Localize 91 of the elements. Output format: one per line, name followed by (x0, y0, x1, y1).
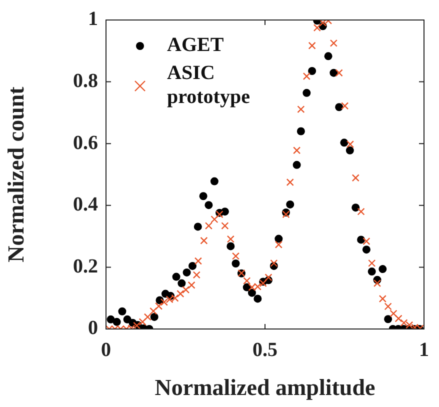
point (335, 103, 344, 112)
point (368, 259, 376, 267)
y-axis-title: Normalized count (4, 86, 29, 262)
point (352, 204, 360, 212)
point (243, 277, 251, 285)
point (341, 102, 349, 110)
point (293, 146, 301, 154)
point (297, 106, 305, 114)
point (220, 208, 229, 216)
point (210, 177, 218, 186)
point (150, 312, 158, 321)
point (286, 200, 294, 208)
point (274, 234, 283, 243)
point (204, 201, 213, 210)
point (362, 237, 370, 246)
point (138, 318, 146, 326)
point (346, 140, 354, 148)
point (264, 274, 272, 282)
point (182, 286, 190, 294)
point (144, 313, 152, 321)
point (362, 246, 370, 254)
point (357, 208, 365, 216)
point (302, 88, 311, 97)
point (194, 257, 202, 265)
point (330, 68, 338, 77)
point (199, 192, 208, 200)
point (172, 272, 180, 281)
point (335, 69, 343, 77)
point (188, 281, 196, 289)
point (254, 294, 262, 303)
point (118, 307, 126, 316)
point (188, 262, 196, 270)
point (357, 236, 366, 244)
point (254, 282, 262, 290)
point (313, 24, 321, 32)
point (204, 222, 212, 230)
point (112, 318, 121, 326)
y-tick-label: 0 (88, 317, 98, 340)
x-tick-label: 1 (419, 339, 429, 362)
point (296, 127, 305, 136)
point (378, 265, 387, 274)
point (274, 240, 282, 248)
y-tick-label: 0.8 (73, 70, 98, 92)
point (248, 284, 256, 292)
point (270, 259, 278, 267)
point (160, 298, 168, 306)
point (226, 242, 235, 250)
point (373, 279, 382, 288)
point (319, 20, 327, 27)
point (248, 288, 256, 297)
point (324, 52, 332, 60)
point (308, 66, 316, 75)
legend-label: AGET (167, 34, 224, 56)
point (378, 294, 386, 302)
point (210, 216, 218, 224)
point (394, 314, 402, 322)
point (192, 271, 200, 279)
point (368, 268, 376, 276)
point (171, 294, 179, 302)
point (346, 146, 354, 154)
point (200, 236, 208, 244)
x-axis-title: Normalized amplitude (154, 375, 376, 400)
y-tick-label: 0.4 (73, 194, 98, 216)
point (302, 72, 310, 80)
point (406, 321, 414, 329)
point (232, 259, 240, 268)
y-tick-label: 0.6 (73, 132, 98, 154)
point (400, 319, 408, 327)
point (308, 42, 316, 50)
point (352, 174, 360, 182)
y-tick-label: 0.2 (73, 255, 98, 278)
point (286, 178, 294, 186)
point (292, 160, 301, 169)
point (232, 252, 240, 260)
point (226, 235, 234, 243)
point (330, 39, 338, 47)
y-tick-label: 1 (88, 8, 98, 30)
point (178, 279, 186, 288)
point (150, 307, 158, 315)
point (390, 310, 398, 318)
point (155, 302, 163, 310)
point (384, 302, 392, 310)
point (182, 268, 191, 276)
legend-label: ASIC prototype (167, 62, 250, 108)
point (194, 222, 202, 231)
point (221, 222, 229, 230)
point (176, 290, 184, 298)
point (384, 315, 392, 324)
point (166, 296, 174, 304)
point (340, 138, 348, 147)
x-tick-label: 0.5 (252, 339, 278, 362)
